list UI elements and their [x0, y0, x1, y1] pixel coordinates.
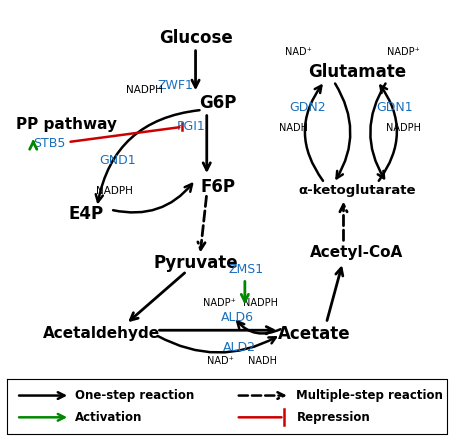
Text: Repression: Repression — [296, 411, 370, 424]
Text: Activation: Activation — [74, 411, 142, 424]
Text: Glutamate: Glutamate — [308, 64, 406, 82]
Text: G6P: G6P — [199, 94, 237, 112]
FancyArrowPatch shape — [113, 184, 192, 213]
FancyArrowPatch shape — [96, 110, 200, 202]
Text: Pyruvate: Pyruvate — [153, 254, 238, 272]
FancyArrowPatch shape — [158, 336, 276, 352]
Text: One-step reaction: One-step reaction — [74, 389, 194, 402]
Text: NADP⁺: NADP⁺ — [203, 298, 236, 308]
Text: Acetaldehyde: Acetaldehyde — [43, 326, 160, 341]
Text: Glucose: Glucose — [159, 29, 232, 47]
Text: ALD6: ALD6 — [221, 311, 254, 324]
Text: NADPH: NADPH — [243, 298, 278, 308]
FancyArrowPatch shape — [370, 83, 385, 178]
Text: PP pathway: PP pathway — [16, 117, 117, 132]
Text: NADH: NADH — [248, 356, 277, 366]
FancyArrowPatch shape — [239, 392, 284, 399]
Text: NAD⁺: NAD⁺ — [207, 356, 234, 366]
Text: GDN2: GDN2 — [289, 101, 326, 114]
FancyArrowPatch shape — [340, 205, 347, 240]
FancyArrowPatch shape — [237, 321, 281, 333]
FancyArrowPatch shape — [379, 86, 397, 181]
FancyArrowPatch shape — [198, 196, 207, 250]
Text: Multiple-step reaction: Multiple-step reaction — [296, 389, 443, 402]
Text: Acetyl-CoA: Acetyl-CoA — [310, 245, 403, 260]
Text: NADPH: NADPH — [96, 186, 133, 196]
Text: NADPH: NADPH — [126, 85, 163, 95]
Text: GND1: GND1 — [99, 154, 136, 167]
Text: NADP⁺: NADP⁺ — [387, 47, 419, 56]
Text: F6P: F6P — [201, 178, 236, 195]
Text: NADH: NADH — [279, 123, 308, 133]
Text: Acetate: Acetate — [278, 325, 351, 343]
FancyArrowPatch shape — [305, 86, 323, 181]
Text: E4P: E4P — [68, 205, 103, 223]
FancyArrowPatch shape — [335, 83, 350, 178]
Text: NADPH: NADPH — [386, 123, 420, 133]
Text: NAD⁺: NAD⁺ — [285, 47, 312, 56]
Text: α-ketoglutarate: α-ketoglutarate — [298, 184, 416, 198]
Text: ZWF1: ZWF1 — [157, 79, 193, 92]
Text: STB5: STB5 — [33, 137, 65, 150]
Text: PGI1: PGI1 — [177, 120, 205, 133]
Text: ALD2: ALD2 — [223, 341, 256, 354]
Text: ZMS1: ZMS1 — [228, 263, 264, 276]
Text: GDN1: GDN1 — [377, 101, 413, 114]
